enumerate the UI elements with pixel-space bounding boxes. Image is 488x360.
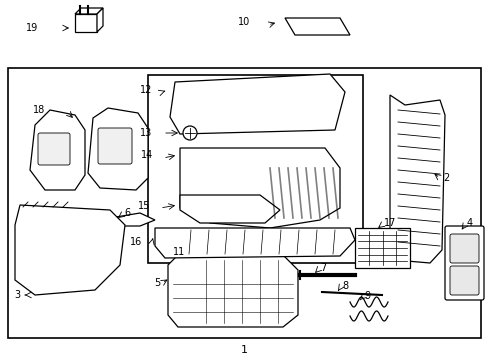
Bar bbox=[8, 68, 480, 338]
Text: 15: 15 bbox=[137, 201, 150, 211]
Text: 17: 17 bbox=[383, 218, 396, 228]
Text: 13: 13 bbox=[140, 128, 152, 138]
FancyBboxPatch shape bbox=[444, 226, 483, 300]
Circle shape bbox=[183, 126, 197, 140]
FancyBboxPatch shape bbox=[38, 133, 70, 165]
Polygon shape bbox=[180, 148, 339, 228]
Polygon shape bbox=[88, 108, 148, 190]
Text: 3: 3 bbox=[14, 290, 20, 300]
Text: 4: 4 bbox=[466, 218, 472, 228]
Polygon shape bbox=[110, 213, 155, 226]
Text: 7: 7 bbox=[319, 263, 325, 273]
Polygon shape bbox=[15, 205, 125, 295]
FancyBboxPatch shape bbox=[98, 128, 132, 164]
Text: 12: 12 bbox=[140, 85, 152, 95]
Text: 9: 9 bbox=[363, 291, 369, 301]
Text: 14: 14 bbox=[141, 150, 153, 160]
FancyBboxPatch shape bbox=[449, 234, 478, 263]
Text: 16: 16 bbox=[129, 237, 142, 247]
Bar bbox=[75, 14, 97, 32]
Polygon shape bbox=[180, 195, 280, 223]
Polygon shape bbox=[75, 8, 103, 14]
Text: 2: 2 bbox=[442, 173, 448, 183]
Polygon shape bbox=[285, 18, 349, 35]
Text: 8: 8 bbox=[341, 281, 347, 291]
Polygon shape bbox=[155, 228, 354, 258]
Bar bbox=[148, 75, 362, 263]
Polygon shape bbox=[170, 74, 345, 134]
Text: 18: 18 bbox=[33, 105, 45, 115]
Text: 6: 6 bbox=[124, 208, 130, 218]
Polygon shape bbox=[30, 110, 85, 190]
Polygon shape bbox=[97, 8, 103, 32]
FancyBboxPatch shape bbox=[449, 266, 478, 295]
Text: 5: 5 bbox=[153, 278, 160, 288]
Text: 19: 19 bbox=[26, 23, 38, 33]
Polygon shape bbox=[389, 95, 444, 263]
Text: 10: 10 bbox=[237, 17, 249, 27]
Bar bbox=[354, 228, 409, 268]
Text: 11: 11 bbox=[173, 247, 185, 257]
Polygon shape bbox=[168, 255, 297, 327]
Text: 1: 1 bbox=[240, 345, 247, 355]
